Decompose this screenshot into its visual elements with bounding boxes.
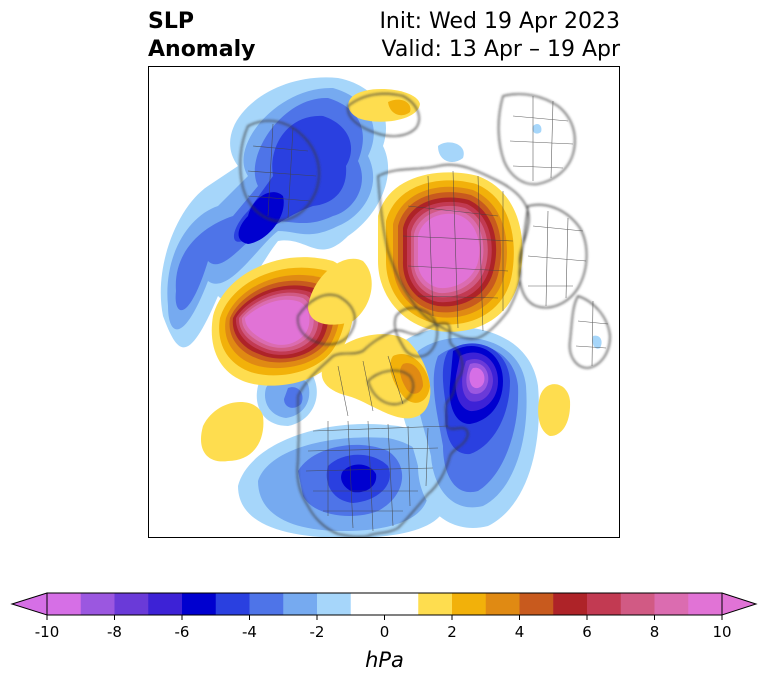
colorbar-bin: [350, 593, 419, 615]
anomaly-contour-fills: [160, 77, 602, 538]
colorbar-bin: [418, 593, 453, 615]
colorbar-bin: [249, 593, 284, 615]
colorbar-bin: [553, 593, 588, 615]
colorbar-bin: [654, 593, 689, 615]
colorbar-tick-label: -4: [242, 623, 257, 641]
colorbar-bin: [452, 593, 487, 615]
political-borders: [247, 96, 609, 532]
colorbar-tick-label: 8: [650, 623, 660, 641]
colorbar-tick-label: -8: [107, 623, 122, 641]
colorbar-bin: [182, 593, 217, 615]
colorbar-bin: [587, 593, 622, 615]
colorbar-bin: [620, 593, 655, 615]
colorbar-tick-label: 6: [582, 623, 592, 641]
title-variable-line1: SLP: [148, 9, 194, 34]
map-title-variable: SLP Anomaly: [148, 8, 255, 64]
eastern-us-low-region: [238, 424, 452, 538]
colorbar-bin: [47, 593, 82, 615]
colorbar-bins: [47, 593, 723, 615]
colorbar-bin: [80, 593, 115, 615]
colorbar-bin: [688, 593, 723, 615]
colorbar-bin: [148, 593, 183, 615]
colorbar-tick-label: 4: [515, 623, 525, 641]
mid-atlantic-high-region: [538, 384, 571, 436]
canada-high-region: [308, 258, 431, 419]
colorbar-tick-label: -10: [35, 623, 60, 641]
colorbar-bin: [485, 593, 520, 615]
colorbar-bin: [317, 593, 352, 615]
colorbar-tick-label: 2: [447, 623, 457, 641]
colorbar-ticks: -10 -8 -6 -4 -2 0 2 4 6 8 10: [35, 615, 732, 641]
map-frame: [148, 66, 620, 538]
colorbar-tick-label: 0: [380, 623, 390, 641]
colorbar-bin: [114, 593, 149, 615]
title-variable-line2: Anomaly: [148, 37, 256, 62]
colorbar-bin: [283, 593, 318, 615]
colorbar-over-arrow: [721, 592, 758, 616]
title-valid-range: Valid: 13 Apr – 19 Apr: [381, 37, 621, 62]
map-title-dates: Init: Wed 19 Apr 2023 Valid: 13 Apr – 19…: [379, 8, 620, 64]
colorbar: -10 -8 -6 -4 -2 0 2 4 6 8 10 hPa: [10, 592, 758, 672]
title-init-date: Init: Wed 19 Apr 2023: [379, 9, 620, 34]
colorbar-tick-label: 10: [712, 623, 731, 641]
north-atlantic-low-region: [395, 326, 539, 528]
arctic-siberia-high-region: [378, 172, 523, 332]
colorbar-tick-label: -2: [310, 623, 325, 641]
colorbar-under-arrow: [10, 592, 48, 616]
slp-anomaly-map: [148, 66, 620, 538]
colorbar-bin: [215, 593, 250, 615]
scandinavia-high-region: [348, 89, 420, 122]
colorbar-tick-label: -6: [175, 623, 190, 641]
europe-low-region: [160, 77, 389, 348]
colorbar-bin: [519, 593, 554, 615]
colorbar-unit-label: hPa: [365, 648, 404, 672]
